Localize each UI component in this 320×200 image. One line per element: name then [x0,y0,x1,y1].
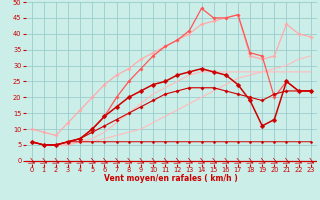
X-axis label: Vent moyen/en rafales ( km/h ): Vent moyen/en rafales ( km/h ) [104,174,238,183]
